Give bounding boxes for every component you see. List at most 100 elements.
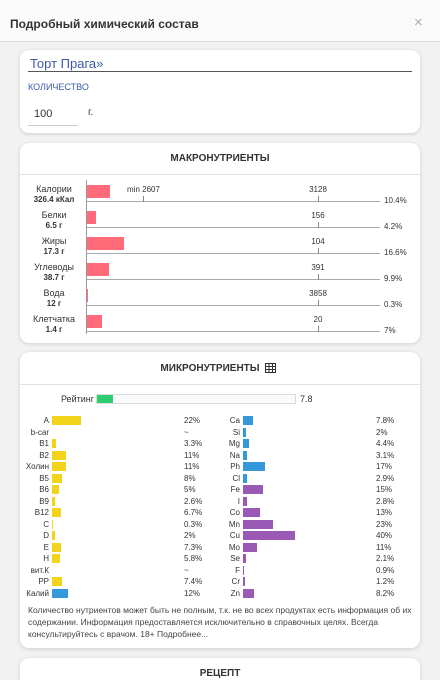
norm-label: 391 [311, 263, 325, 272]
macro-bar [87, 185, 110, 198]
micro-percent: 11% [184, 450, 200, 460]
micro-name: Mg [228, 439, 240, 448]
norm-label: 3128 [309, 185, 327, 194]
modal-title: Подробный химический состав [10, 17, 199, 31]
norm-tick [318, 326, 319, 332]
micro-name: Калий [26, 588, 49, 598]
min-label: min 2607 [127, 185, 160, 194]
micro-bar [52, 508, 61, 517]
micro-percent: 3.1% [376, 450, 395, 460]
micro-percent: 2.9% [376, 473, 395, 483]
micro-percent: 40% [376, 531, 393, 540]
micro-name: Fe [230, 485, 240, 494]
macro-percent: 4.2% [384, 222, 403, 231]
macro-name: Калории [36, 184, 72, 194]
table-icon[interactable] [265, 363, 276, 373]
micro-bar [243, 565, 245, 575]
micro-percent: 2.8% [376, 496, 395, 506]
rating-value: 7.8 [300, 394, 313, 404]
micro-percent: 11% [184, 462, 200, 471]
micro-percent: 3.3% [184, 439, 203, 448]
macro-bar [87, 237, 124, 250]
micro-name: F [235, 565, 240, 575]
micro-bar [52, 496, 56, 506]
product-card [20, 50, 420, 133]
micro-name: PP [38, 577, 49, 586]
micro-name: Ph [230, 462, 240, 471]
row-baseline [87, 201, 380, 202]
micro-bar [243, 519, 273, 529]
macro-percent: 16.6% [384, 248, 407, 257]
name-underline [28, 71, 412, 72]
micro-name: Se [230, 554, 240, 563]
micro-name: B12 [34, 508, 49, 517]
macro-percent: 0.3% [384, 300, 403, 309]
divider [20, 174, 420, 175]
micro-name: Na [229, 450, 240, 460]
product-name[interactable]: Торт Прага» [30, 56, 104, 71]
macro-amount: 12 г [46, 299, 62, 308]
norm-label: 3858 [309, 289, 327, 298]
micro-bar [52, 439, 57, 448]
close-button[interactable]: × [414, 14, 423, 31]
micro-bar [243, 588, 254, 598]
macro-amount: 326.4 кКал [33, 195, 75, 204]
micro-percent: 1.2% [376, 577, 395, 586]
micro-bar [243, 416, 254, 425]
micro-bar [52, 416, 81, 425]
macro-title: МАКРОНУТРИЕНТЫ [170, 153, 270, 164]
micro-name: E [43, 542, 49, 552]
micro-name: B1 [39, 439, 49, 448]
macro-amount: 6.5 г [45, 221, 63, 230]
micro-bar [243, 427, 246, 437]
micro-percent: 5.8% [184, 554, 203, 563]
macro-bar [87, 211, 97, 224]
micro-name: вит.К [30, 565, 49, 575]
micro-percent: 15% [376, 485, 393, 494]
micro-bar [52, 531, 55, 540]
row-baseline [87, 253, 380, 254]
rating-label: Рейтинг [60, 394, 94, 404]
micro-bar [243, 485, 263, 494]
micro-bar [243, 473, 247, 483]
micro-percent: ~ [184, 427, 189, 437]
micro-percent: 7.8% [376, 416, 395, 425]
micro-percent: 11% [376, 542, 392, 552]
row-baseline [87, 305, 380, 306]
quantity-input[interactable]: 100 [28, 102, 78, 126]
macro-bar [87, 289, 88, 302]
macro-bar [87, 263, 109, 276]
micro-bar [243, 450, 248, 460]
micro-name: b-car [30, 427, 49, 437]
micro-percent: 17% [376, 462, 393, 471]
micro-percent: 4.4% [376, 439, 395, 448]
micro-percent: 0.3% [184, 519, 203, 529]
micro-percent: 12% [184, 588, 201, 598]
row-baseline [87, 227, 380, 228]
macro-amount: 1.4 г [45, 325, 63, 334]
micro-name: Co [229, 508, 240, 517]
note: Количество нутриентов может быть не полн… [28, 605, 412, 639]
micro-bar [52, 577, 62, 586]
micro-percent: 0.9% [376, 565, 395, 575]
recipe-title: РЕЦЕПТ [199, 668, 241, 679]
macro-name: Белки [41, 210, 67, 220]
micro-name: Si [232, 427, 240, 437]
micro-bar [52, 473, 63, 483]
micro-percent: 6.7% [184, 508, 203, 517]
norm-label: 20 [313, 315, 323, 324]
micro-name: A [43, 416, 49, 425]
micro-percent: 23% [376, 519, 393, 529]
micro-percent: 13% [376, 508, 393, 517]
micro-name: I [237, 496, 240, 506]
rating-bar [97, 395, 113, 403]
micro-percent: 7.3% [184, 542, 203, 552]
micro-percent: 5% [184, 485, 196, 494]
macro-name: Жиры [41, 236, 67, 246]
micro-percent: 2% [376, 427, 388, 437]
micro-bar [52, 485, 59, 494]
quantity-unit: г. [88, 107, 94, 118]
macro-name: Вода [43, 288, 65, 298]
micro-percent: 2.1% [376, 554, 395, 563]
